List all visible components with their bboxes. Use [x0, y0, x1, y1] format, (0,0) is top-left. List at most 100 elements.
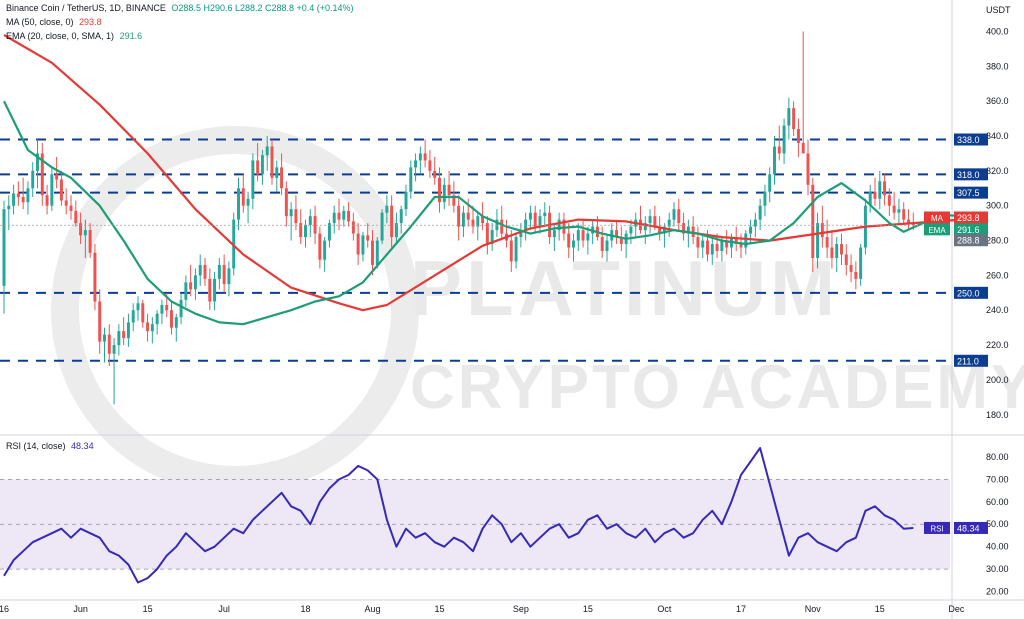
level-badge-label: 250.0 [957, 288, 980, 298]
ema-legend-label: EMA (20, close, 0, SMA, 1) [6, 31, 115, 41]
candle-body [342, 210, 346, 220]
ema-20-line[interactable] [3, 100, 986, 326]
candle-body [356, 233, 360, 255]
rsi-legend-value: 48.34 [71, 441, 94, 451]
candle-body [816, 223, 820, 258]
rsi-value-badge [954, 521, 988, 534]
candle-body [466, 212, 470, 220]
candle-body [318, 233, 322, 260]
candle-body [528, 212, 532, 220]
indicator-tag [924, 223, 950, 236]
candle-body [227, 268, 231, 285]
ema-legend[interactable]: EMA (20, close, 0, SMA, 1) 291.6 [6, 31, 142, 41]
ma-50-line[interactable] [3, 34, 986, 312]
candle-body [490, 230, 494, 245]
candle-body [844, 254, 848, 265]
candle-body [45, 195, 49, 206]
candle-body [284, 188, 288, 217]
candle-body [404, 191, 408, 210]
candle-body [782, 125, 786, 154]
rsi-line[interactable] [3, 447, 914, 584]
candle-body [428, 160, 432, 171]
ma-legend-label: MA (50, close, 0) [6, 17, 74, 27]
time-tick-label: 15 [143, 604, 153, 614]
candle-body [136, 303, 140, 311]
candle-body [174, 317, 178, 328]
candle-body [461, 212, 465, 227]
candle-body [55, 174, 59, 180]
level-badge-label: 211.0 [957, 356, 979, 366]
candle-body [442, 184, 446, 203]
time-tick-label: Nov [805, 604, 822, 614]
candle-body [476, 216, 480, 227]
rsi-tick-label: 20.00 [986, 587, 1009, 597]
candle-body [686, 226, 690, 234]
candle-body [83, 230, 87, 236]
price-tick-label: 180.0 [986, 410, 1009, 420]
value-badge-label: 293.8 [957, 213, 980, 223]
rsi-legend[interactable]: RSI (14, close) 48.34 [6, 441, 94, 451]
candle-body [452, 195, 456, 206]
value-badge [954, 211, 988, 224]
candle-body [208, 278, 212, 302]
candle-body [179, 299, 183, 318]
candle-body [260, 155, 264, 175]
candle-body [825, 237, 829, 248]
candle-body [337, 212, 341, 220]
candle-body [720, 240, 724, 252]
time-tick-label: 18 [300, 604, 310, 614]
candle-body [701, 240, 705, 248]
candle-body [165, 305, 169, 311]
candle-body [184, 282, 188, 300]
candle-body [351, 221, 355, 234]
candle-body [849, 264, 853, 272]
candle-body [294, 209, 298, 224]
candle-body [107, 334, 111, 354]
candle-body [390, 205, 394, 238]
level-badge [954, 133, 988, 146]
candle-body [648, 216, 652, 224]
candle-body [878, 181, 882, 199]
rsi-legend-label: RSI (14, close) [6, 441, 66, 451]
candle-body [787, 108, 791, 126]
candle-body [280, 167, 284, 189]
candle-body [835, 244, 839, 258]
level-badge-label: 307.5 [957, 188, 980, 198]
candle-body [203, 264, 207, 279]
price-tick-label: 220.0 [986, 340, 1009, 350]
candle-body [371, 240, 374, 265]
candle-body [2, 209, 6, 286]
rsi-tag-label: RSI [930, 524, 943, 533]
candle-body [533, 212, 537, 227]
ma-legend[interactable]: MA (50, close, 0) 293.8 [6, 17, 102, 27]
time-tick-label: Sep [513, 604, 529, 614]
candle-body [696, 237, 700, 248]
candle-body [615, 230, 619, 238]
indicator-tag-label: MA [931, 214, 944, 223]
candle-body [619, 237, 623, 245]
candle-body [605, 240, 609, 252]
indicator-tag-label: EMA [928, 226, 946, 235]
candle-body [796, 129, 800, 143]
time-tick-label: Dec [948, 604, 965, 614]
candle-body [572, 240, 575, 248]
time-tick-label: Aug [364, 604, 380, 614]
candle-body [50, 174, 54, 206]
candle-body [122, 331, 126, 339]
candle-body [739, 244, 743, 248]
candle-body [725, 240, 729, 248]
candle-body [198, 264, 202, 276]
candle-body [744, 233, 748, 248]
candle-body [581, 230, 585, 241]
candle-body [552, 230, 556, 238]
price-tick-label: 400.0 [986, 26, 1009, 36]
time-tick-label: Oct [657, 604, 672, 614]
candle-body [643, 223, 647, 231]
watermark-line-2: CRYPTO ACADEMY [410, 353, 1024, 422]
candle-body [658, 226, 662, 234]
candle-body [275, 167, 279, 178]
rsi-tick-label: 60.00 [986, 497, 1009, 507]
rsi-tick-label: 80.00 [986, 452, 1009, 462]
candle-body [64, 200, 68, 206]
